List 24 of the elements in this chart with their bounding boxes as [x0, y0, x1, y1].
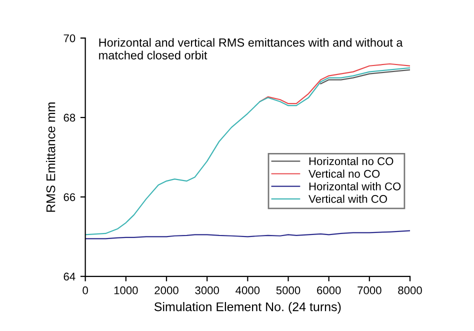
y-tick-label: 68 [64, 114, 76, 122]
line-series [320, 69, 410, 84]
y-axis-title: RMS Emittance mm [46, 102, 56, 212]
x-tick-label: 6000 [317, 286, 341, 294]
x-tick-label: 3000 [195, 286, 220, 294]
x-tick-label: 2000 [154, 286, 178, 294]
y-tick-label: 70 [64, 34, 76, 42]
x-axis-title: Simulation Element No. (24 turns) [154, 302, 341, 314]
x-tick-label: 8000 [398, 286, 422, 294]
line-series [85, 67, 410, 236]
x-tick-label: 5000 [276, 286, 300, 294]
y-tick-label: 64 [64, 272, 76, 281]
chart-title: Horizontal and vertical RMS emittances with and without a matched closed orbit [99, 38, 403, 60]
legend-label: Horizontal no CO [309, 157, 394, 166]
y-tick-label: 66 [64, 193, 76, 202]
x-tick-label: 0 [82, 286, 88, 294]
x-tick-label: 4000 [236, 286, 260, 294]
line-series [85, 230, 410, 240]
x-tick-label: 7000 [358, 286, 382, 294]
legend-label: Vertical with CO [308, 194, 388, 203]
x-tick-label: 1000 [114, 286, 138, 294]
legend-label: Vertical no CO [308, 170, 380, 178]
legend-label: Horizontal with CO [309, 182, 401, 190]
line-series [259, 63, 410, 104]
